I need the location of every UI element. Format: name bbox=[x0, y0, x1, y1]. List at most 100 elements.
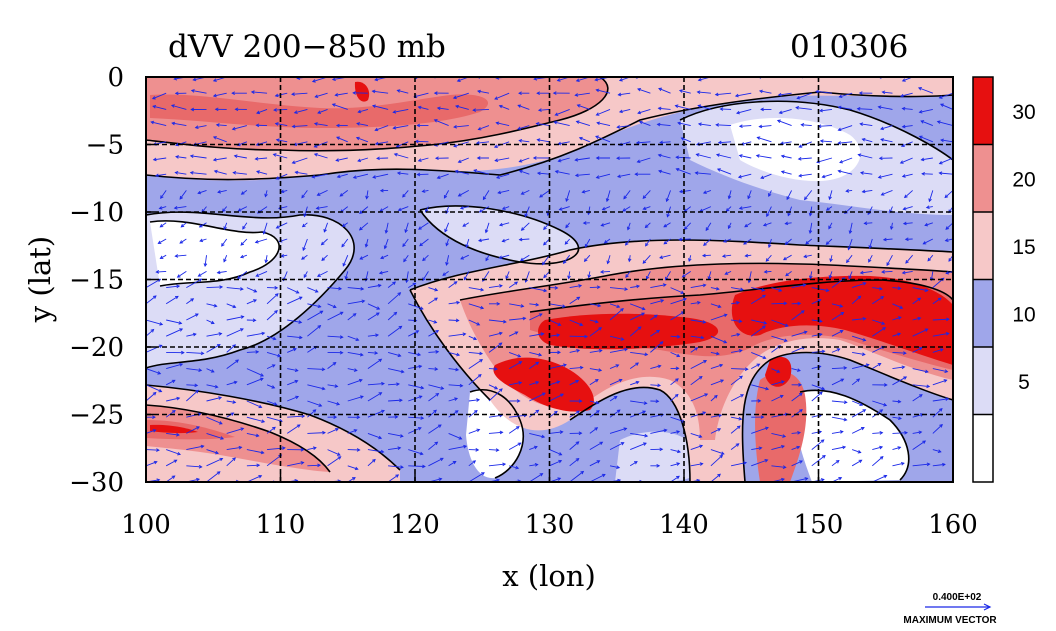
wind-vector bbox=[872, 432, 883, 434]
wind-vector bbox=[710, 351, 720, 355]
wind-vector-head bbox=[136, 94, 139, 97]
wind-vector bbox=[206, 319, 215, 324]
wind-vector-head bbox=[837, 169, 842, 174]
wind-vector bbox=[848, 271, 853, 279]
wind-vector bbox=[246, 287, 257, 293]
wind-vector bbox=[233, 172, 247, 175]
wind-vector-head bbox=[455, 318, 460, 323]
wind-vector-head bbox=[196, 477, 201, 482]
wind-vector-head bbox=[436, 175, 441, 179]
wind-vector-head bbox=[524, 213, 528, 218]
wind-vector-head bbox=[644, 433, 649, 438]
wind-vector bbox=[216, 124, 227, 127]
y-tick-label: −20 bbox=[69, 333, 124, 363]
wind-vector-head bbox=[922, 440, 927, 444]
wind-vector-head bbox=[375, 333, 380, 338]
wind-vector-head bbox=[778, 288, 783, 292]
wind-vector-head bbox=[212, 157, 217, 162]
wind-vector-head bbox=[962, 360, 965, 363]
wind-vector-head bbox=[783, 338, 788, 342]
wind-vector-head bbox=[335, 123, 340, 128]
wind-vector bbox=[905, 254, 913, 264]
wind-vector bbox=[751, 363, 760, 369]
wind-vector bbox=[171, 104, 187, 110]
wind-vector-head bbox=[697, 104, 702, 108]
colorbar-bin bbox=[973, 212, 993, 280]
wind-vector bbox=[771, 287, 782, 292]
wind-vector-head bbox=[482, 196, 487, 201]
wind-vector bbox=[670, 287, 684, 294]
wind-vector bbox=[952, 320, 953, 321]
wind-vector bbox=[646, 271, 651, 280]
wind-vector bbox=[851, 400, 863, 406]
wind-vector bbox=[918, 87, 933, 94]
wind-vector-head bbox=[925, 486, 928, 489]
wind-vector bbox=[690, 376, 703, 386]
wind-vector bbox=[453, 125, 469, 128]
wind-vector bbox=[804, 190, 813, 200]
wind-vector bbox=[670, 311, 685, 321]
wind-vector-head bbox=[339, 350, 344, 355]
wind-vector-head bbox=[275, 225, 280, 229]
wind-vector bbox=[657, 123, 671, 127]
wind-vector-head bbox=[798, 392, 803, 397]
wind-vector-head bbox=[625, 274, 629, 278]
wind-vector-head bbox=[780, 154, 785, 159]
wind-vector-head bbox=[595, 156, 600, 160]
wind-vector bbox=[240, 238, 248, 246]
wind-vector-head bbox=[378, 392, 383, 396]
wind-vector-head bbox=[618, 378, 623, 383]
wind-vector-head bbox=[171, 409, 176, 414]
wind-vector-head bbox=[615, 364, 620, 368]
wind-vector bbox=[403, 254, 409, 262]
wind-vector bbox=[496, 173, 510, 179]
wind-vector bbox=[238, 206, 248, 212]
wind-vector-head bbox=[300, 461, 305, 465]
wind-vector-head bbox=[817, 299, 822, 303]
wind-vector-head bbox=[198, 278, 203, 282]
wind-vector-head bbox=[868, 245, 873, 249]
wind-vector-head bbox=[434, 297, 438, 301]
colorbar-label: 20 bbox=[1012, 168, 1035, 191]
x-tick-label: 160 bbox=[928, 510, 978, 540]
wind-vector-head bbox=[897, 316, 902, 320]
plot-area bbox=[135, 75, 965, 489]
wind-vector bbox=[864, 222, 873, 224]
wind-vector bbox=[223, 255, 228, 262]
wind-vector-head bbox=[702, 190, 707, 194]
wind-vector bbox=[428, 424, 442, 434]
wind-vector-head bbox=[216, 471, 221, 475]
wind-vector-head bbox=[702, 283, 707, 288]
wind-vector bbox=[437, 107, 449, 110]
wind-vector-head bbox=[175, 155, 179, 159]
wind-vector bbox=[509, 317, 526, 321]
wind-vector bbox=[314, 141, 328, 148]
wind-vector bbox=[609, 364, 619, 370]
wind-vector bbox=[892, 416, 902, 420]
wind-vector-head bbox=[514, 281, 519, 286]
wind-vector bbox=[569, 367, 583, 370]
wind-vector bbox=[872, 327, 886, 337]
wind-vector bbox=[569, 458, 579, 467]
wind-vector-head bbox=[452, 460, 457, 465]
wind-vector-head bbox=[515, 465, 520, 470]
wind-vector bbox=[826, 238, 833, 245]
wind-vector bbox=[643, 206, 651, 210]
wind-vector bbox=[428, 384, 444, 390]
wind-vector bbox=[146, 319, 163, 325]
wind-vector-head bbox=[542, 261, 546, 266]
wind-vector-head bbox=[300, 447, 305, 452]
wind-vector-head bbox=[420, 416, 425, 420]
wind-vector-head bbox=[899, 305, 904, 309]
wind-vector bbox=[146, 461, 157, 467]
wind-vector-head bbox=[171, 121, 176, 126]
wind-vector-head bbox=[599, 441, 604, 446]
wind-vector-head bbox=[462, 223, 467, 227]
wind-vector bbox=[642, 190, 651, 199]
wind-vector bbox=[609, 396, 618, 402]
wind-vector bbox=[135, 75, 146, 77]
wind-vector-head bbox=[738, 349, 743, 353]
wind-vector-head bbox=[294, 368, 299, 373]
wind-vector bbox=[912, 413, 924, 418]
wind-vector-head bbox=[617, 92, 622, 97]
